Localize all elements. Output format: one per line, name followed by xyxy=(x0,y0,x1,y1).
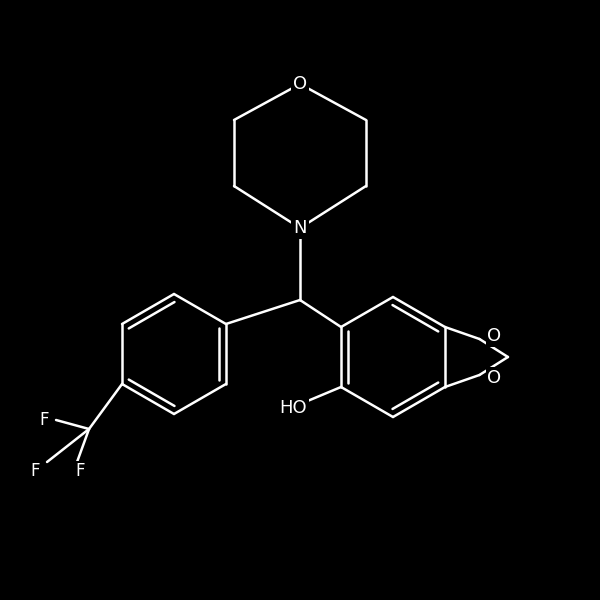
Text: F: F xyxy=(75,462,85,480)
Text: HO: HO xyxy=(279,399,307,417)
Text: F: F xyxy=(39,411,49,429)
Text: F: F xyxy=(30,462,40,480)
Text: O: O xyxy=(487,369,502,387)
Text: O: O xyxy=(293,75,307,93)
Text: N: N xyxy=(293,219,307,237)
Text: O: O xyxy=(487,327,502,345)
